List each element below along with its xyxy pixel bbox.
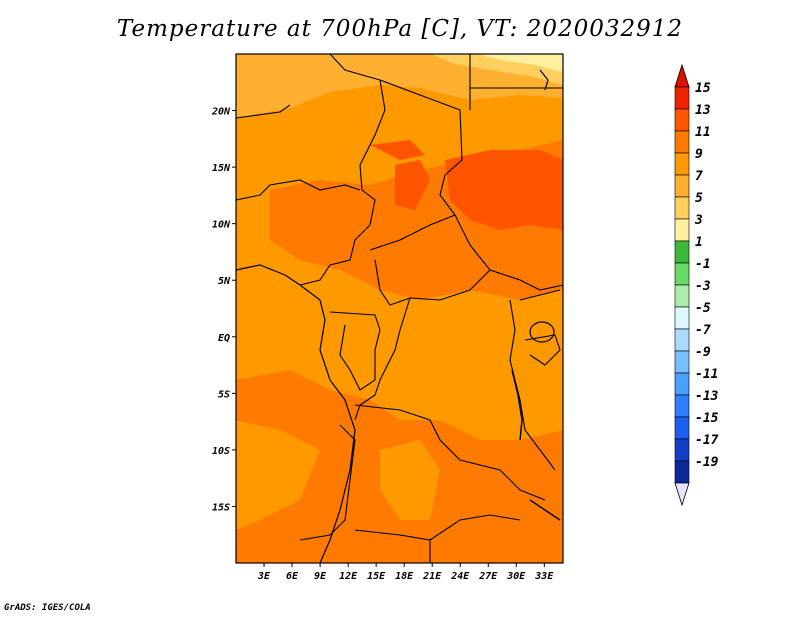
boundary-line (524, 334, 561, 366)
colorbar-label: -17 (695, 433, 719, 448)
lon-tick-label: 15E (367, 571, 386, 582)
coastline (236, 264, 356, 563)
colorbar: 15 13 11 9 7 5 3 1 -1 -3 -5 -7 -9 -11 -13 -15 -17 -19 (674, 63, 719, 507)
boundary-line (329, 54, 386, 226)
longitude-axis: 3E 6E 9E 12E 15E 18E 21E 24E 27E 30E 33E (257, 563, 554, 582)
lon-tick-label: 18E (395, 571, 414, 582)
boundary-line (354, 404, 546, 501)
colorbar-swatch (674, 218, 690, 242)
colorbar-label: -3 (695, 279, 711, 294)
colorbar-swatch (674, 196, 690, 220)
boundary-line (519, 289, 561, 301)
lon-tick-label: 21E (422, 571, 442, 582)
field-south-mid (380, 440, 440, 520)
field-north-lightest (478, 54, 563, 72)
lat-tick-label: 10S (212, 446, 230, 457)
colorbar-swatch (674, 174, 690, 198)
colorbar-label: 3 (694, 213, 703, 228)
lat-tick-label: EQ (218, 333, 230, 344)
lake-tanganyika (511, 369, 523, 441)
lon-tick-label: 6E (286, 571, 299, 582)
colorbar-swatch (674, 460, 690, 484)
lat-tick-label: 15N (212, 163, 231, 174)
colorbar-swatch (674, 86, 690, 110)
colorbar-swatch (674, 438, 690, 462)
boundary-line (369, 214, 456, 251)
boundary-line (354, 514, 521, 541)
lon-tick-label: 24E (450, 571, 470, 582)
field-congo-mild (390, 320, 510, 400)
colorbar-label: 11 (695, 125, 711, 140)
colorbar-label: -13 (695, 389, 719, 404)
map-frame (235, 53, 564, 564)
colorbar-swatch (674, 152, 690, 176)
colorbar-label: -5 (695, 301, 711, 316)
colorbar-top-arrow (674, 63, 690, 88)
boundary-line (299, 224, 371, 286)
colorbar-label: 13 (695, 103, 711, 118)
lat-tick-label: 15S (212, 502, 230, 513)
colorbar-swatch (674, 328, 690, 352)
colorbar-label: -1 (695, 257, 711, 272)
field-north-band (236, 54, 563, 118)
field-warm-core-west (395, 160, 430, 210)
political-boundaries (236, 54, 563, 563)
lon-tick-label: 12E (339, 571, 358, 582)
grads-credit: GrADS: IGES/COLA (4, 603, 91, 613)
colorbar-label: 7 (695, 169, 703, 184)
lat-tick-label: 5N (218, 276, 231, 287)
colorbar-label: -9 (695, 345, 711, 360)
colorbar-swatch (674, 130, 690, 154)
colorbar-swatch (674, 262, 690, 286)
colorbar-label: -15 (695, 411, 719, 426)
boundary-line (236, 104, 291, 119)
lon-tick-label: 9E (314, 571, 327, 582)
colorbar-swatch (674, 372, 690, 396)
field-nw-band (236, 54, 300, 110)
colorbar-label: 1 (695, 235, 703, 250)
colorbar-label: 15 (695, 81, 711, 96)
colorbar-bottom-arrow (674, 482, 690, 507)
lake-victoria (529, 321, 555, 343)
colorbar-label: 5 (695, 191, 703, 206)
colorbar-label: -19 (695, 455, 719, 470)
lake-malawi (529, 499, 561, 521)
lon-tick-label: 3E (257, 571, 271, 582)
colorbar-swatch (674, 350, 690, 374)
field-warm-core-north (370, 140, 425, 160)
boundary-line (299, 424, 356, 541)
temperature-field (236, 54, 563, 563)
boundary-line (329, 311, 381, 391)
boundary-line (454, 214, 563, 291)
lon-tick-label: 33E (534, 571, 554, 582)
boundary-line (354, 297, 411, 421)
chart-title: Temperature at 700hPa [C], VT: 202003291… (116, 16, 684, 42)
boundary-line (236, 179, 361, 201)
latitude-axis: 20N 15N 10N 5N EQ 5S 10S 15S (211, 107, 236, 513)
lat-tick-label: 20N (211, 107, 231, 118)
colorbar-label: -7 (695, 323, 711, 338)
lat-tick-label: 5S (218, 389, 230, 400)
colorbar-swatch (674, 240, 690, 264)
lat-tick-label: 10N (212, 220, 231, 231)
boundary-line (509, 299, 556, 471)
colorbar-swatch (674, 416, 690, 440)
colorbar-swatch (674, 306, 690, 330)
colorbar-swatch (674, 394, 690, 418)
colorbar-swatch (674, 108, 690, 132)
coast-northeast (539, 69, 549, 91)
field-warm-core-east (445, 150, 563, 230)
lon-tick-label: 27E (478, 571, 498, 582)
boundary-line (379, 79, 463, 216)
colorbar-label: 9 (695, 147, 703, 162)
colorbar-swatch (674, 284, 690, 308)
colorbar-label: -11 (695, 367, 718, 382)
lon-tick-label: 30E (506, 571, 526, 582)
field-sw-mid (236, 420, 320, 530)
